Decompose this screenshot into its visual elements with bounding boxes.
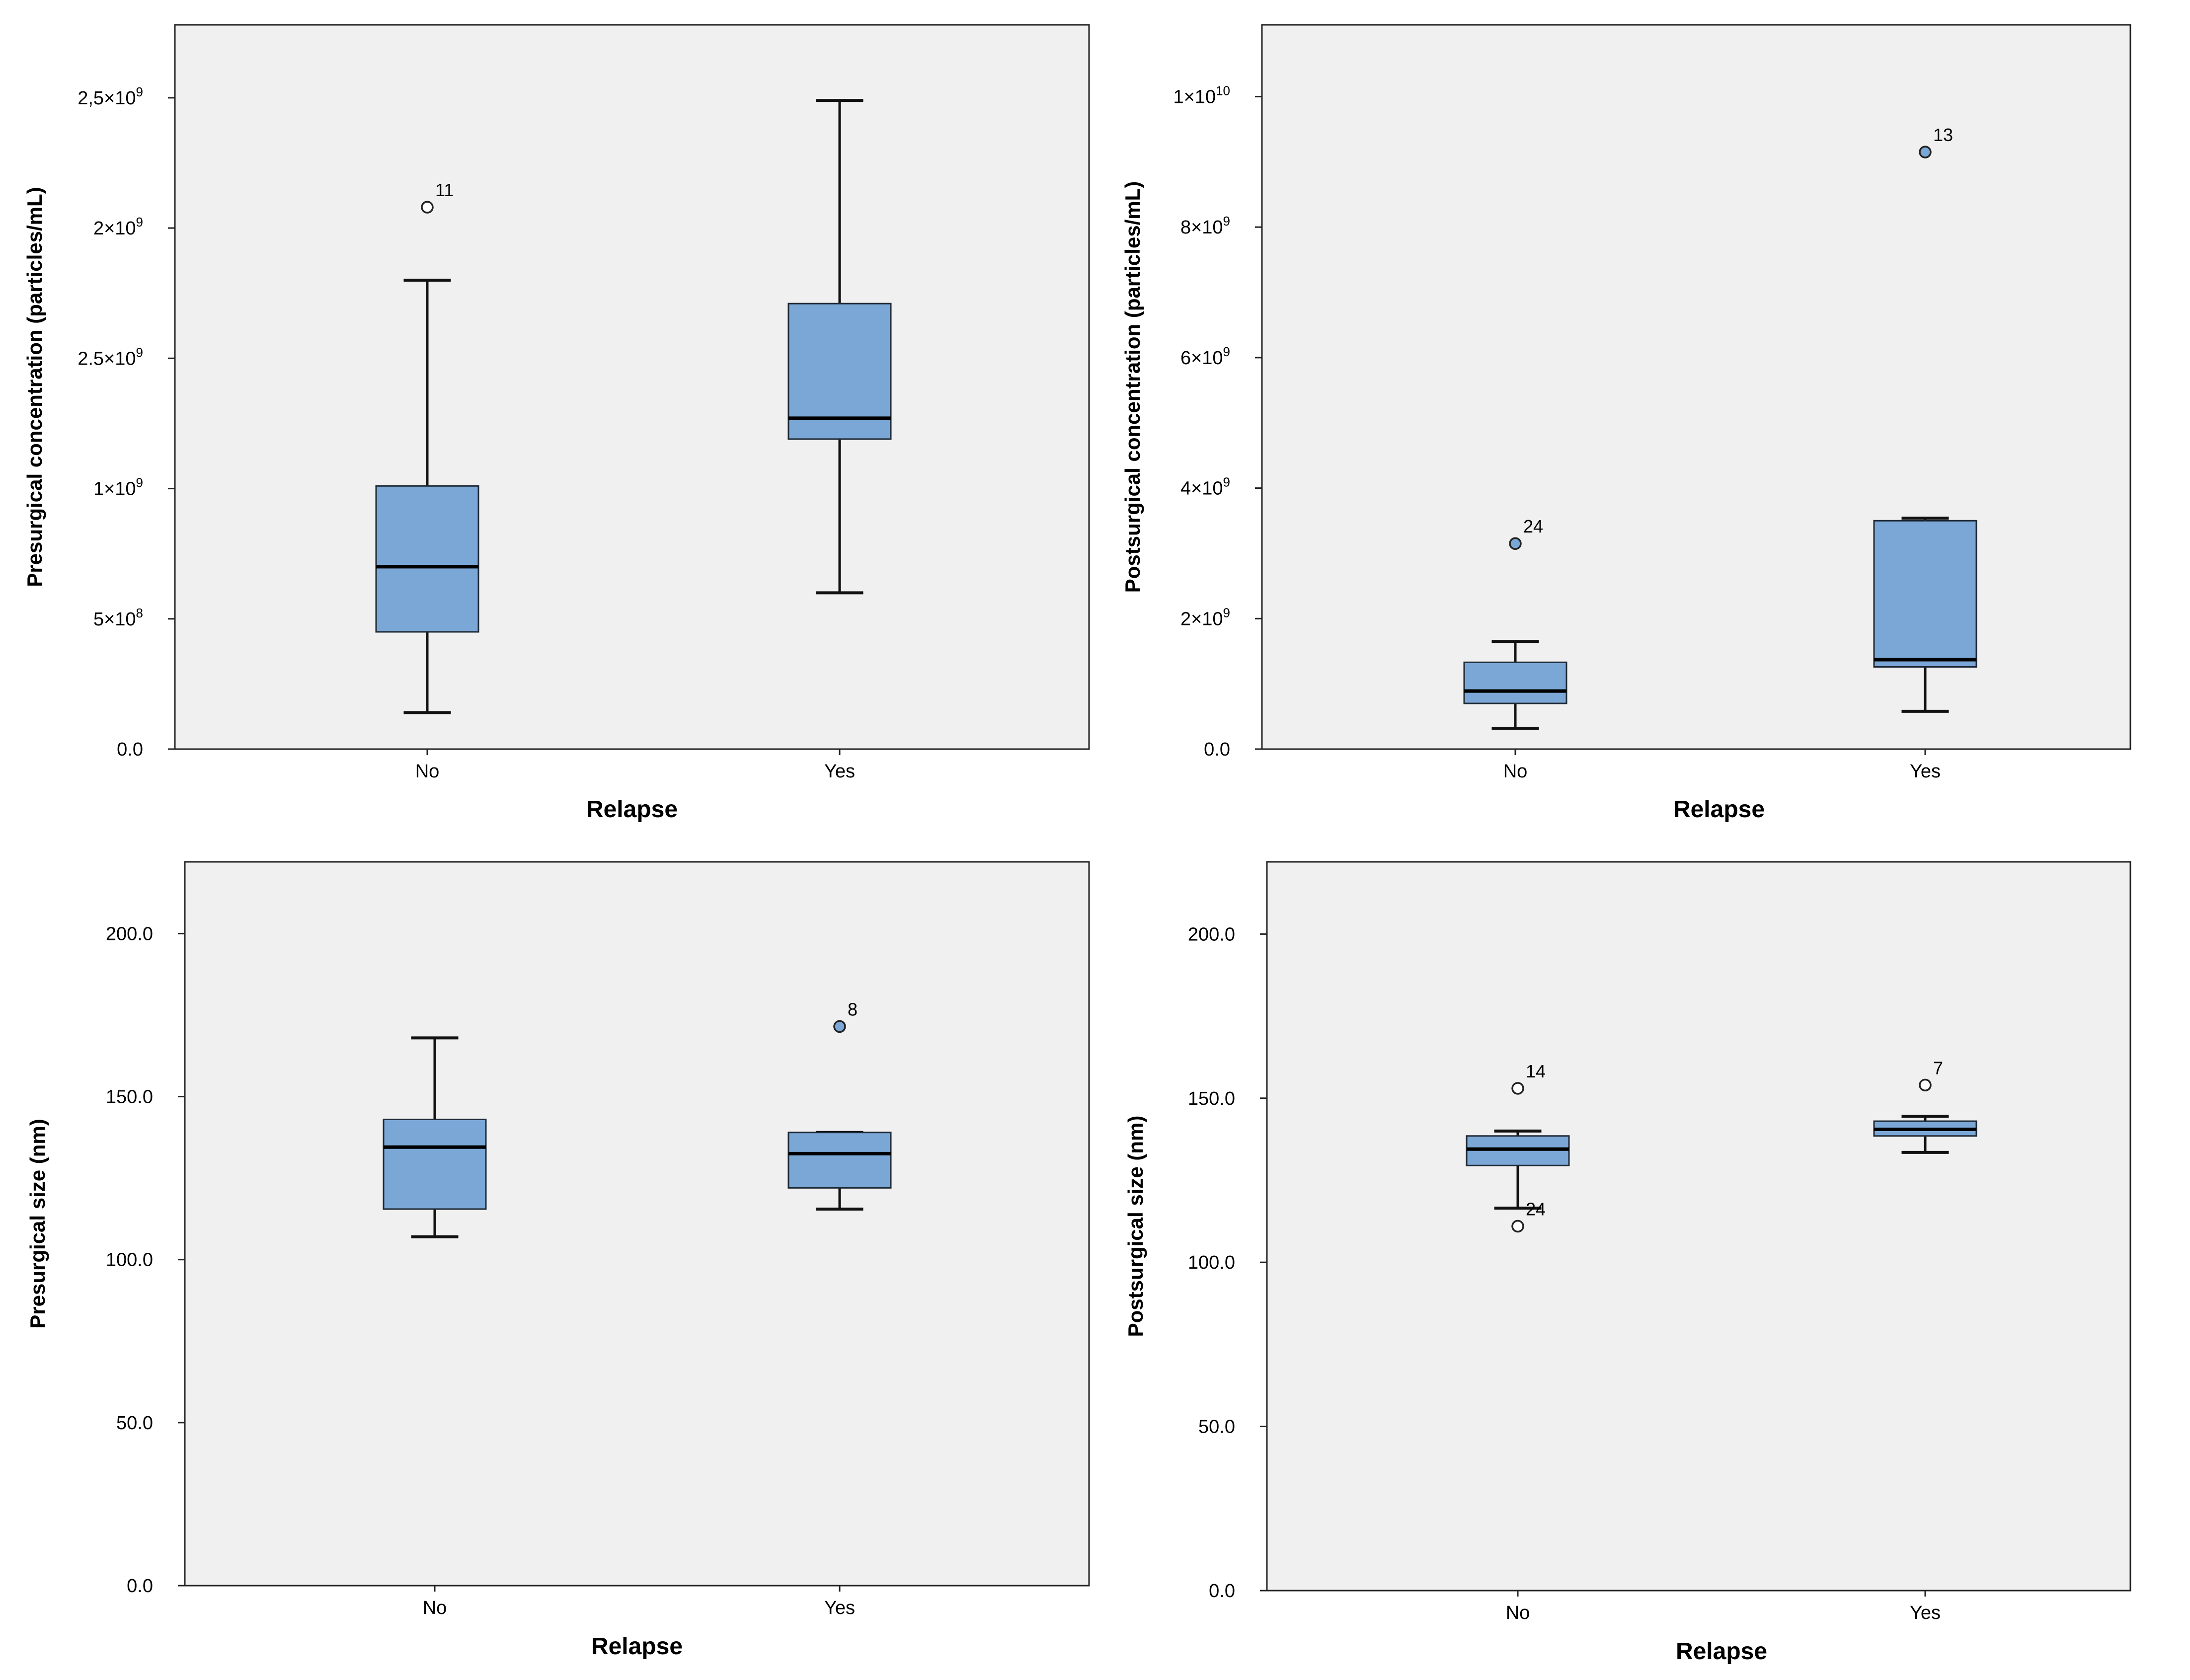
- x-axis-title: Relapse: [1676, 1638, 1767, 1665]
- y-tick-label: 8×109: [1180, 214, 1230, 238]
- y-tick-exponent: 9: [1223, 214, 1230, 229]
- y-tick-label: 200.0: [106, 923, 153, 944]
- x-tick-label: Yes: [824, 1598, 855, 1618]
- y-tick-label: 50.0: [1198, 1417, 1235, 1438]
- y-tick-label: 2,5×109: [78, 84, 143, 109]
- y-tick-exponent: 9: [1223, 475, 1230, 490]
- y-tick-exponent: 8: [136, 606, 143, 620]
- box-yes: 7: [1873, 1058, 1977, 1154]
- box-no: [383, 1036, 487, 1238]
- outlier-point: [1511, 1082, 1524, 1095]
- y-tick-label: 0.0: [127, 1576, 153, 1597]
- y-tick-label: 5×108: [93, 606, 143, 630]
- plot-area: [174, 24, 1090, 750]
- box-yes: 8: [787, 999, 892, 1211]
- x-axis-title: Relapse: [591, 1633, 683, 1660]
- y-tick-exponent: 9: [136, 215, 143, 229]
- outlier-label: 13: [1933, 125, 1953, 145]
- y-tick-exponent: 9: [136, 84, 143, 99]
- x-tick-label: No: [415, 761, 440, 782]
- y-tick-label: 50.0: [116, 1413, 153, 1434]
- x-axis-title: Relapse: [586, 796, 678, 823]
- box-iqr: [1463, 661, 1567, 704]
- outlier-label: 14: [1526, 1061, 1546, 1081]
- y-tick-exponent: 9: [136, 475, 143, 490]
- box-iqr: [1873, 520, 1977, 668]
- y-tick-label: 0.0: [1209, 1581, 1235, 1602]
- plot-area: [184, 861, 1090, 1587]
- outlier-point: [1919, 1078, 1932, 1092]
- x-tick-label: Yes: [824, 761, 855, 782]
- plot-area: [1261, 24, 2131, 750]
- y-tick-label: 2×109: [1180, 605, 1230, 629]
- x-axis-title: Relapse: [1673, 796, 1765, 823]
- outlier-point: [1919, 146, 1932, 158]
- x-tick-label: Yes: [1910, 761, 1941, 782]
- outlier-point: [421, 201, 434, 214]
- y-tick-exponent: 10: [1216, 83, 1230, 98]
- y-tick-label: 100.0: [1188, 1252, 1235, 1273]
- y-tick-label: 100.0: [106, 1250, 153, 1271]
- chart-panel-2: 0.0 2×109 4×109 6×109 8×109 1×1010 No Yes Relaps…: [1121, 24, 2131, 823]
- outlier-label: 24: [1526, 1199, 1546, 1220]
- y-tick-exponent: 9: [1223, 605, 1230, 620]
- y-tick-label: 150.0: [106, 1087, 153, 1108]
- y-axis-title: Presurgical size (nm): [26, 1119, 49, 1328]
- box-no: 24: [1463, 516, 1567, 730]
- y-tick-label: 1×1010: [1173, 83, 1230, 107]
- box-iqr: [375, 485, 479, 633]
- y-tick-label: 4×109: [1180, 475, 1230, 499]
- y-tick-exponent: 9: [1223, 344, 1230, 359]
- outlier-point: [1509, 537, 1522, 550]
- outlier-label: 7: [1933, 1058, 1943, 1078]
- y-tick-label: 0.0: [1204, 739, 1230, 760]
- y-tick-label: 2.5×109: [78, 345, 143, 369]
- y-tick-label: 150.0: [1188, 1088, 1235, 1109]
- outlier-label: 24: [1523, 516, 1543, 536]
- y-tick-label: 0.0: [117, 739, 143, 760]
- y-tick-label: 1×109: [93, 475, 143, 500]
- chart-panel-3: 0.0 50.0 100.0 150.0 200.0 No Yes Relapse Presur…: [26, 861, 1090, 1660]
- box-iqr: [383, 1118, 487, 1210]
- outlier-point: [833, 1020, 846, 1033]
- y-axis-title: Presurgical concentration (particles/mL): [23, 187, 46, 587]
- chart-panel-1: 0.0 5×108 1×109 2.5×109 2×109 2,5×109 No Yes Rel…: [23, 24, 1090, 823]
- y-tick-label: 200.0: [1188, 924, 1235, 945]
- box-no: 14 24: [1466, 1061, 1570, 1233]
- plot-area: [1266, 861, 2131, 1592]
- outlier-point: [1511, 1220, 1524, 1233]
- x-tick-label: No: [423, 1598, 447, 1618]
- box-iqr: [787, 1132, 892, 1189]
- y-axis-title: Postsurgical concentration (particles/mL…: [1121, 181, 1144, 593]
- x-tick-label: No: [1503, 761, 1528, 782]
- box-yes: 13: [1873, 125, 1977, 713]
- chart-panel-4: 0.0 50.0 100.0 150.0 200.0 No Yes Relapse Postsu…: [1124, 861, 2131, 1665]
- outlier-label: 8: [848, 999, 858, 1019]
- y-tick-exponent: 9: [136, 345, 143, 360]
- x-tick-label: Yes: [1910, 1603, 1941, 1623]
- box-no: 11: [375, 180, 479, 714]
- y-tick-label: 6×109: [1180, 344, 1230, 369]
- x-tick-label: No: [1506, 1603, 1530, 1623]
- y-tick-label: 2×109: [93, 215, 143, 239]
- y-axis-title: Postsurgical size (nm): [1124, 1116, 1147, 1337]
- outlier-label: 11: [435, 180, 454, 200]
- box-yes: [787, 99, 892, 595]
